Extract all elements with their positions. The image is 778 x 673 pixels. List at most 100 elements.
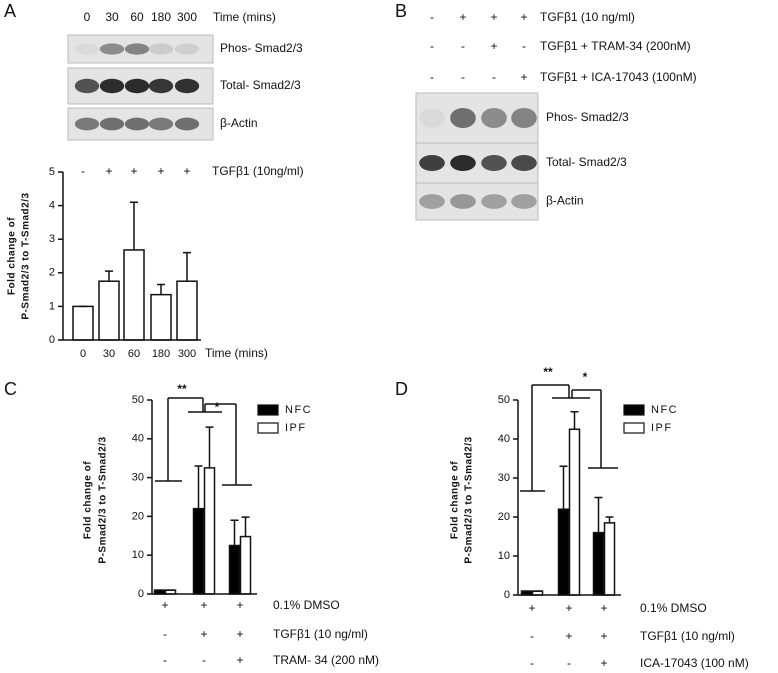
y-tick-label: 30 <box>498 472 510 484</box>
sign: + <box>565 601 572 615</box>
bar <box>203 467 216 595</box>
sign: + <box>490 10 497 24</box>
legend-swatch <box>623 404 645 416</box>
sign: - <box>163 653 167 667</box>
sign: + <box>565 629 572 643</box>
y-tick-label: 0 <box>49 334 55 346</box>
blot-band <box>99 78 125 94</box>
sign: + <box>105 164 112 178</box>
blot-band <box>174 78 200 94</box>
lane-title: Time (mins) <box>213 10 276 24</box>
sign: - <box>81 164 85 178</box>
blot-band <box>419 155 445 171</box>
blot-band <box>511 194 537 209</box>
blot-strip <box>415 182 539 221</box>
y-axis-label: Fold change of <box>450 461 461 539</box>
bar <box>98 280 120 341</box>
sign: + <box>600 601 607 615</box>
lane-label: 300 <box>177 10 197 24</box>
sign: + <box>157 164 164 178</box>
bar <box>228 544 241 595</box>
sign: + <box>236 598 243 612</box>
lane-label: 30 <box>105 10 119 24</box>
y-tick-label: 30 <box>132 472 144 484</box>
sign: - <box>530 629 534 643</box>
treatment-label: 0.1% DMSO <box>273 598 340 612</box>
sign: + <box>600 629 607 643</box>
blot-band <box>124 117 150 131</box>
y-tick-label: 10 <box>132 549 144 561</box>
blot-band <box>174 117 200 131</box>
error-bar <box>241 516 250 537</box>
blot-band <box>74 78 100 94</box>
sign: - <box>202 653 206 667</box>
condition-label: TGFβ1 (10 ng/ml) <box>540 10 635 24</box>
legend-swatch <box>257 422 279 434</box>
error-bar <box>230 519 239 546</box>
band-label: Phos- Smad2/3 <box>220 41 303 55</box>
error-bar <box>594 496 603 533</box>
y-tick-label: 10 <box>498 550 510 562</box>
blot-band <box>511 108 537 128</box>
blot-band <box>481 194 507 209</box>
bar <box>557 508 570 596</box>
y-tick-label: 3 <box>49 233 55 245</box>
sign: + <box>520 70 527 84</box>
blot-band <box>124 78 150 94</box>
y-tick-label: 5 <box>49 166 55 178</box>
bar <box>568 428 581 596</box>
sign: - <box>430 39 434 53</box>
sign: + <box>161 598 168 612</box>
legend-label: NFC <box>651 404 678 416</box>
x-tick-label: 30 <box>103 348 115 360</box>
y-tick-label: 2 <box>49 267 55 279</box>
sign: + <box>200 627 207 641</box>
error-bar <box>559 465 568 510</box>
error-bar <box>130 201 138 250</box>
bar <box>72 305 94 341</box>
sign: + <box>236 627 243 641</box>
blot-band <box>74 117 100 131</box>
error-bar <box>183 251 191 282</box>
condition-label: TGFβ1 + TRAM-34 (200nM) <box>540 39 691 53</box>
sign: - <box>522 39 526 53</box>
y-axis-label: P-Smad2/3 to T-Smad2/3 <box>464 436 475 563</box>
x-tick-label: 60 <box>128 348 140 360</box>
error-bar <box>605 516 614 523</box>
blot-band <box>450 155 476 171</box>
error-bar <box>157 283 165 295</box>
blot-band <box>481 155 507 171</box>
panel-letter: A <box>4 1 16 21</box>
y-axis-label: P-Smad2/3 to T-Smad2/3 <box>98 436 109 563</box>
treatment-label: 0.1% DMSO <box>640 601 707 615</box>
sign: + <box>490 39 497 53</box>
x-tick-label: 180 <box>152 348 170 360</box>
y-tick-label: 40 <box>498 433 510 445</box>
legend-label: NFC <box>285 404 312 416</box>
lane-label: 180 <box>151 10 171 24</box>
sign: + <box>459 10 466 24</box>
blot-band <box>511 155 537 171</box>
error-bar <box>105 270 113 282</box>
blot-band <box>419 108 445 128</box>
y-tick-label: 50 <box>132 394 144 406</box>
y-tick-label: 40 <box>132 433 144 445</box>
significance-label: * <box>215 400 220 414</box>
blot-band <box>419 194 445 209</box>
treatment-label: ICA-17043 (100 nM) <box>640 656 749 670</box>
lane-label: 0 <box>84 10 91 24</box>
significance-label: ** <box>177 382 187 396</box>
bar <box>239 535 252 595</box>
panel-letter: D <box>395 379 408 399</box>
sign: + <box>528 601 535 615</box>
bar <box>603 522 616 596</box>
sign: + <box>600 656 607 670</box>
bar <box>150 293 172 341</box>
y-axis-label: P-Smad2/3 to T-Smad2/3 <box>21 192 32 319</box>
sign: - <box>492 70 496 84</box>
sign: - <box>567 656 571 670</box>
y-tick-label: 0 <box>504 589 510 601</box>
blot-band <box>450 194 476 209</box>
bar <box>592 531 605 596</box>
treatment-label: TGFβ1 (10ng/ml) <box>212 164 304 178</box>
